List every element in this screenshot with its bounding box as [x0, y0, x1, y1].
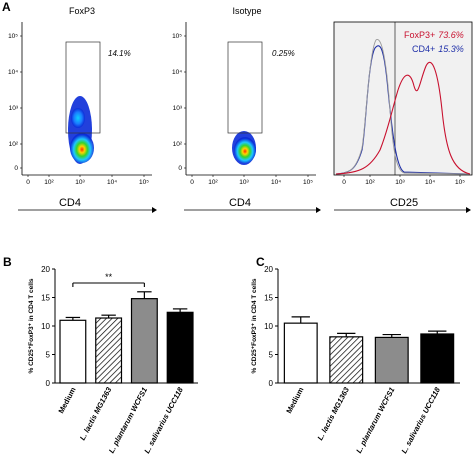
legend-cd4: CD4+ 15.3%: [412, 44, 464, 54]
y-tick-label: 10: [264, 322, 273, 331]
category-label: L. salivarius UCC118: [399, 385, 442, 455]
cell-population-core: [234, 137, 256, 163]
x-tick-label: 0: [190, 179, 194, 186]
bar: [130, 298, 158, 384]
y-tick-label: 0: [14, 165, 18, 172]
legend-foxp3: FoxP3+ 73.6%: [404, 30, 464, 40]
flow-plot-title: Isotype: [232, 6, 261, 16]
category-label: L. lactis MG1363: [78, 385, 114, 442]
y-tick-label: 10²: [173, 141, 183, 148]
bar: [374, 336, 409, 384]
x-tick-label: 10⁴: [271, 179, 281, 186]
x-axis-label: CD4: [229, 197, 251, 209]
bar-chart-b: 0 5 10 15 20 % CD25⁺FoxP3⁺ in CD4 T cells Medi…: [28, 265, 198, 455]
x-tick-label: 10²: [208, 179, 218, 186]
category-label: L. salivarius UCC118: [142, 385, 185, 455]
cell-population-core: [70, 133, 94, 163]
y-tick-label: 15: [41, 294, 50, 303]
arrow-head-icon: [152, 207, 157, 213]
y-tick-label: 5: [46, 351, 51, 360]
panel-label-a: A: [2, 0, 11, 14]
y-tick-label: 10⁵: [172, 33, 182, 40]
axis-ticks: [343, 175, 461, 177]
y-tick-label: 20: [41, 265, 50, 274]
axis-ticks: [184, 35, 309, 177]
legend-cd4-value: 15.3%: [438, 44, 464, 54]
y-tick-label: 10: [41, 322, 50, 331]
x-tick-label: 10⁴: [107, 179, 117, 186]
y-tick-label: 0: [269, 379, 274, 388]
y-axis-label: % CD25⁺FoxP3⁺ in CD4 T cells: [251, 278, 258, 373]
x-tick-label: 0: [26, 179, 30, 186]
flow-plot-foxp3: FoxP3 10⁵ 10⁴ 10³ 10² 0 0 10² 10³ 10⁴ 10…: [8, 6, 157, 213]
y-tick-label: 10²: [9, 141, 19, 148]
bar: [166, 311, 194, 384]
bar-chart-c: 0 5 10 15 20 % CD25⁺FoxP3⁺ in CD4 T cells Medi…: [251, 265, 460, 455]
bar: [59, 319, 87, 384]
bar: [283, 322, 318, 384]
flow-plot-isotype: Isotype 10⁵ 10⁴ 10³ 10² 0 0 10² 10³ 10⁴ …: [172, 6, 321, 213]
category-label: Medium: [284, 385, 305, 415]
legend-foxp3-label: FoxP3+: [404, 30, 435, 40]
x-tick-label: 10⁵: [139, 179, 149, 186]
significance-label: **: [105, 272, 113, 282]
x-tick-label: 10³: [395, 179, 405, 186]
y-tick-label: 5: [269, 351, 274, 360]
cell-population-upper: [71, 108, 85, 128]
y-axis-label: % CD25⁺FoxP3⁺ in CD4 T cells: [28, 278, 35, 373]
arrow-head-icon: [466, 207, 471, 213]
gate-percentage: 14.1%: [108, 49, 131, 58]
y-tick-label: 10³: [9, 105, 19, 112]
category-label: Medium: [56, 385, 77, 415]
x-tick-label: 10³: [239, 179, 249, 186]
category-label: L. lactis MG1363: [315, 385, 351, 442]
flow-plot-title: FoxP3: [69, 6, 95, 16]
y-tick-label: 10³: [173, 105, 183, 112]
x-axis-label: CD25: [390, 197, 418, 209]
y-tick-label: 10⁴: [172, 69, 182, 76]
legend-cd4-label: CD4+: [412, 44, 435, 54]
x-tick-label: 10⁵: [303, 179, 313, 186]
cd25-histogram: 0 10² 10³ 10⁴ 10⁵ FoxP3+ 73.6% CD4+ 15.3% …: [333, 21, 473, 213]
x-tick-label: 10⁵: [455, 179, 465, 186]
panel-label-b: B: [3, 255, 12, 269]
x-axis-label: CD4: [59, 197, 81, 209]
axis-ticks: [20, 35, 145, 177]
arrow-head-icon: [316, 207, 321, 213]
panel-label-c: C: [256, 255, 265, 269]
x-tick-label: 0: [342, 179, 346, 186]
y-tick-label: 20: [264, 265, 273, 274]
gate-rectangle: [65, 41, 101, 134]
category-label: L. plantarum WCFS1: [354, 386, 396, 455]
x-tick-label: 10³: [75, 179, 85, 186]
bar: [420, 333, 455, 384]
category-label: L. plantarum WCFS1: [107, 386, 149, 455]
y-tick-label: 10⁴: [8, 69, 18, 76]
x-tick-label: 10²: [365, 179, 375, 186]
y-tick-label: 10⁵: [8, 33, 18, 40]
y-tick-label: 15: [264, 294, 273, 303]
x-tick-label: 10²: [44, 179, 54, 186]
x-tick-label: 10⁴: [425, 179, 435, 186]
y-tick-label: 0: [178, 165, 182, 172]
gate-percentage: 0.25%: [272, 49, 295, 58]
bar: [95, 317, 123, 384]
gate-rectangle: [227, 41, 263, 134]
foxp3-histogram-curve: [335, 61, 471, 175]
isotype-histogram-curve: [335, 39, 471, 175]
bar: [329, 336, 364, 384]
legend-foxp3-value: 73.6%: [438, 30, 464, 40]
y-tick-label: 0: [46, 379, 51, 388]
